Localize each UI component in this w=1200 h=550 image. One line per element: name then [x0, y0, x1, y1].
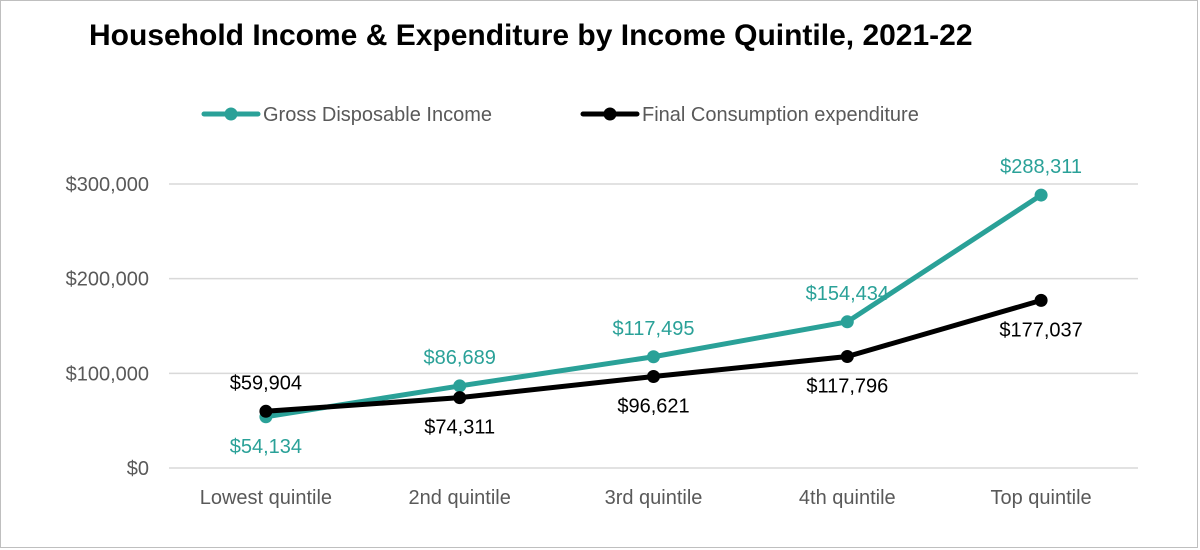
data-label: $74,311: [424, 417, 495, 439]
series-line: [263, 192, 1044, 420]
data-label: $117,796: [806, 375, 888, 397]
data-label: $54,134: [230, 436, 302, 458]
y-tick-label: $300,000: [66, 174, 149, 196]
x-tick-label: 2nd quintile: [409, 487, 511, 509]
legend-label: Gross Disposable Income: [263, 104, 492, 126]
data-label: $117,495: [613, 318, 695, 340]
data-label: $96,621: [617, 396, 689, 418]
legend-swatch-marker: [224, 107, 238, 121]
y-tick-label: $100,000: [66, 363, 149, 385]
data-point: [1034, 188, 1048, 202]
y-tick-label: $200,000: [66, 269, 149, 291]
data-point: [840, 349, 854, 363]
data-point: [647, 350, 660, 364]
data-point: [1034, 293, 1048, 307]
data-point: [259, 404, 273, 418]
x-tick-label: Top quintile: [991, 487, 1092, 509]
chart-title: Household Income & Expenditure by Income…: [89, 19, 973, 52]
data-point: [453, 379, 467, 393]
data-label: $288,311: [1000, 156, 1082, 178]
data-point: [647, 370, 660, 384]
data-label: $177,037: [999, 319, 1082, 341]
legend-label: Final Consumption expenditure: [642, 104, 919, 126]
data-label: $154,434: [806, 283, 889, 305]
x-tick-label: 4th quintile: [799, 487, 896, 509]
legend-swatch-marker: [603, 107, 617, 121]
data-label: $59,904: [230, 372, 302, 394]
x-tick-label: Lowest quintile: [200, 487, 332, 509]
data-point: [453, 391, 467, 405]
x-tick-label: 3rd quintile: [605, 487, 703, 509]
y-tick-label: $0: [127, 458, 149, 480]
data-label: $86,689: [424, 347, 496, 369]
data-point: [840, 315, 854, 329]
